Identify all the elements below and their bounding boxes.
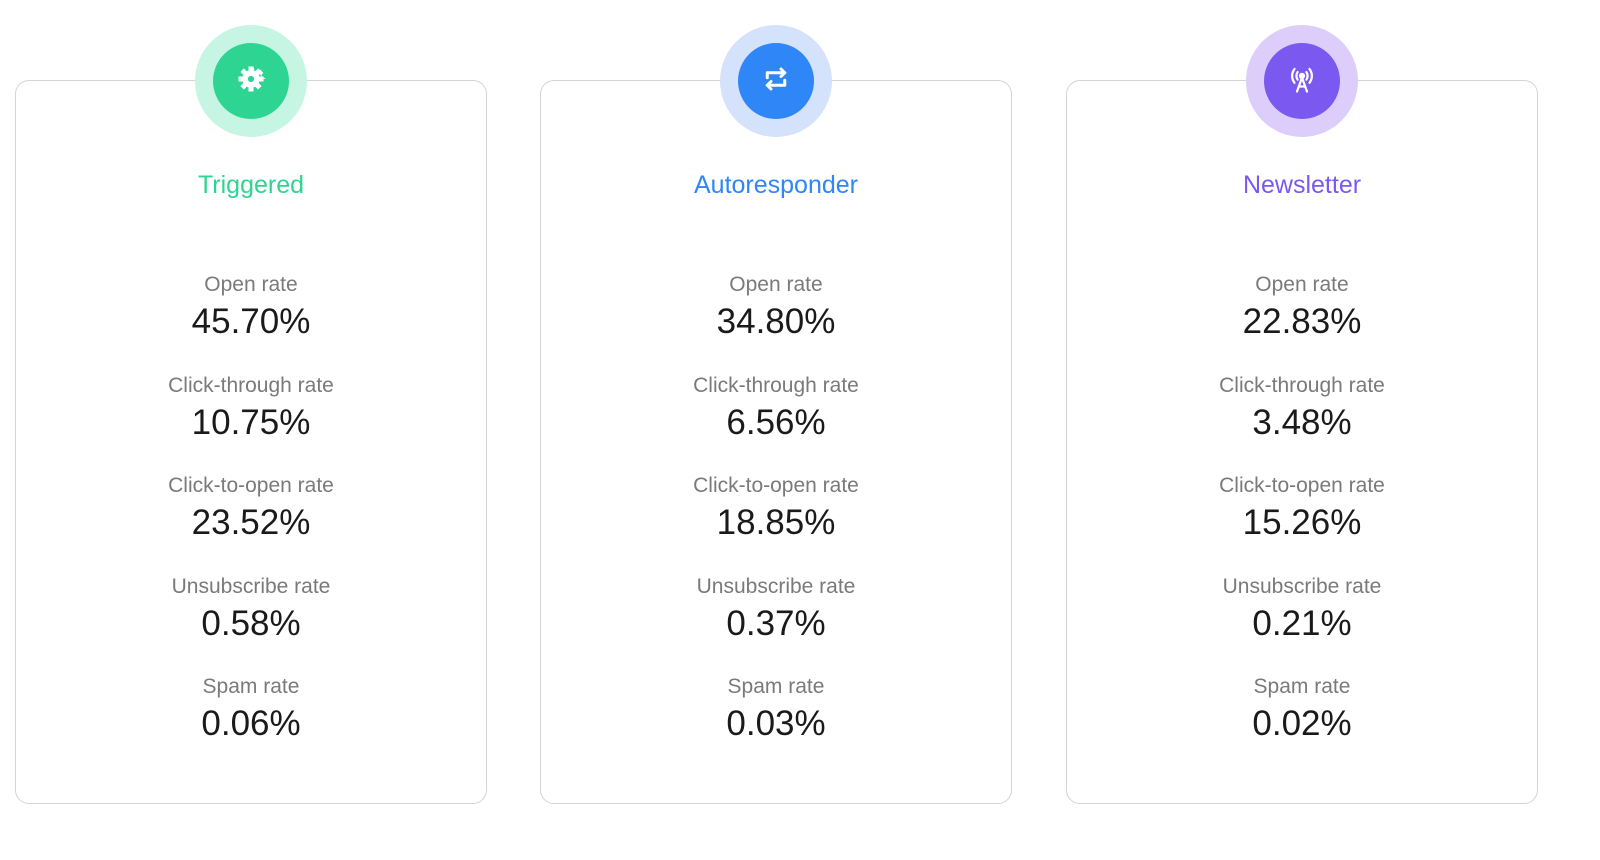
card-title: Newsletter bbox=[1242, 171, 1362, 199]
metric-label: Open rate bbox=[729, 273, 823, 296]
icon-badge bbox=[720, 25, 832, 137]
metric: Unsubscribe rate 0.37% bbox=[541, 573, 1011, 674]
metric: Spam rate 0.06% bbox=[16, 673, 486, 774]
metric: Click-to-open rate 18.85% bbox=[541, 472, 1011, 573]
metric-value: 0.06% bbox=[201, 704, 301, 743]
metric-label: Click-to-open rate bbox=[168, 474, 334, 497]
metric: Click-to-open rate 15.26% bbox=[1067, 472, 1537, 573]
metric-label: Open rate bbox=[204, 273, 298, 296]
metric-value: 3.48% bbox=[1252, 402, 1352, 442]
metric-label: Click-to-open rate bbox=[693, 474, 859, 497]
card-title: Triggered bbox=[197, 171, 305, 199]
metric-label: Click-through rate bbox=[168, 373, 334, 397]
metric: Spam rate 0.03% bbox=[541, 673, 1011, 774]
metric-value: 23.52% bbox=[191, 503, 311, 542]
campaign-card-newsletter: Newsletter Open rate 22.83% Click-through r… bbox=[1066, 25, 1538, 804]
repeat-icon bbox=[761, 64, 791, 99]
metric-label: Click-to-open rate bbox=[1219, 474, 1385, 497]
metric-value: 45.70% bbox=[191, 302, 311, 341]
metric-label: Spam rate bbox=[727, 675, 825, 698]
metric-value: 34.80% bbox=[716, 302, 836, 341]
metric: Click-to-open rate 23.52% bbox=[16, 472, 486, 573]
metric: Click-through rate 6.56% bbox=[541, 372, 1011, 473]
icon-badge bbox=[195, 25, 307, 137]
metric-value: 0.21% bbox=[1252, 603, 1352, 643]
metric-label: Spam rate bbox=[1253, 675, 1351, 698]
metric-label: Unsubscribe rate bbox=[1222, 574, 1382, 598]
metric: Click-through rate 10.75% bbox=[16, 372, 486, 473]
campaign-card-triggered: Triggered Open rate 45.70% Click-through ra… bbox=[15, 25, 487, 804]
metric: Open rate 34.80% bbox=[541, 271, 1011, 372]
metric-value: 0.03% bbox=[726, 704, 826, 743]
card-title: Autoresponder bbox=[693, 171, 858, 199]
metric-label: Click-through rate bbox=[1219, 373, 1385, 397]
metric: Unsubscribe rate 0.58% bbox=[16, 573, 486, 674]
broadcast-tower-icon bbox=[1287, 64, 1317, 99]
metric: Spam rate 0.02% bbox=[1067, 673, 1537, 774]
metric: Unsubscribe rate 0.21% bbox=[1067, 573, 1537, 674]
gear-icon bbox=[236, 64, 266, 99]
metric-label: Unsubscribe rate bbox=[171, 574, 331, 598]
metric: Click-through rate 3.48% bbox=[1067, 372, 1537, 473]
metric: Open rate 22.83% bbox=[1067, 271, 1537, 372]
metric-label: Unsubscribe rate bbox=[696, 574, 856, 598]
metric-label: Click-through rate bbox=[693, 373, 859, 397]
metric-label: Open rate bbox=[1255, 273, 1349, 296]
metric-label: Spam rate bbox=[202, 675, 300, 698]
metric-value: 0.37% bbox=[726, 603, 826, 643]
metric-value: 0.58% bbox=[201, 603, 301, 643]
icon-badge bbox=[1246, 25, 1358, 137]
metric-value: 18.85% bbox=[716, 503, 836, 542]
metric-value: 0.02% bbox=[1252, 704, 1352, 743]
metric-value: 15.26% bbox=[1242, 503, 1362, 542]
campaign-card-autoresponder: Autoresponder Open rate 34.80% Click-throug… bbox=[540, 25, 1012, 804]
metric-value: 6.56% bbox=[726, 402, 826, 442]
metric: Open rate 45.70% bbox=[16, 271, 486, 372]
metric-value: 22.83% bbox=[1242, 302, 1362, 341]
metric-value: 10.75% bbox=[191, 402, 311, 442]
